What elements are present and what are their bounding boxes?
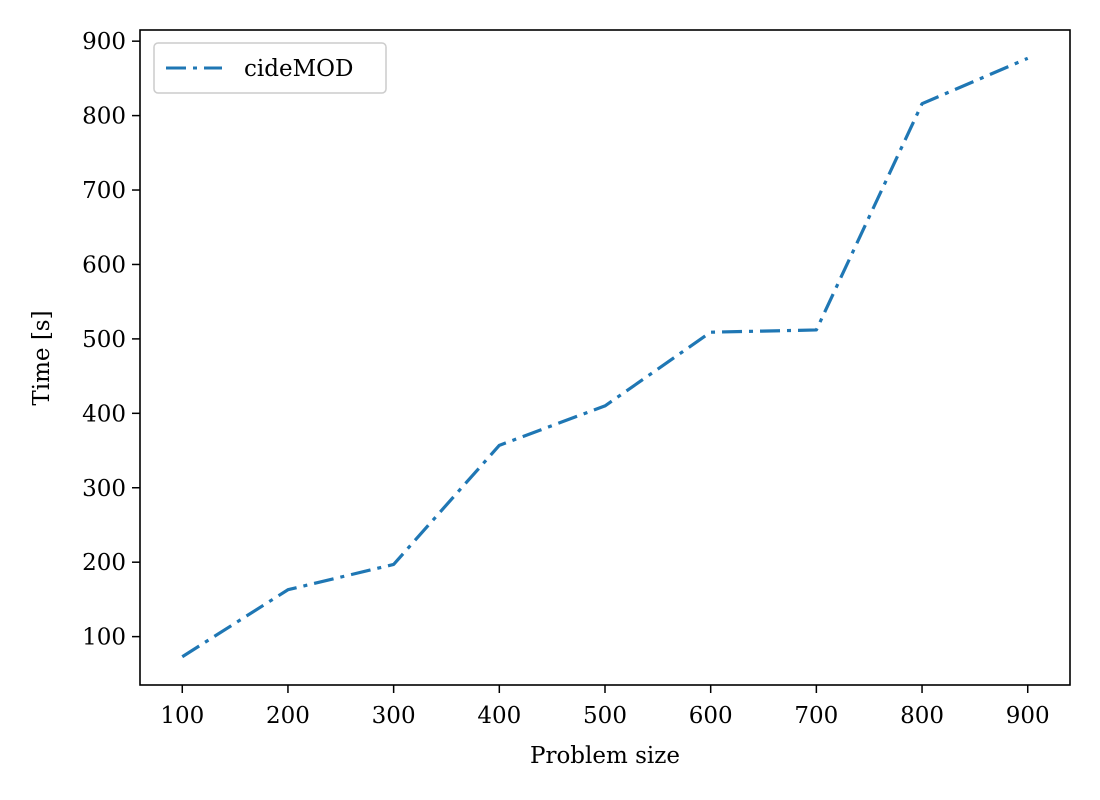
- data-point: [392, 562, 396, 566]
- data-point: [497, 443, 501, 447]
- data-point: [180, 655, 184, 659]
- series-line-cidemod: [181, 56, 1029, 659]
- y-tick-label: 700: [82, 178, 126, 204]
- y-tick-label: 300: [82, 476, 126, 502]
- x-tick-label: 800: [900, 703, 944, 729]
- x-tick-label: 100: [160, 703, 204, 729]
- x-tick-label: 400: [477, 703, 521, 729]
- y-tick-label: 100: [82, 625, 126, 651]
- y-tick-label: 400: [82, 401, 126, 427]
- x-tick-label: 700: [794, 703, 838, 729]
- y-tick-label: 200: [82, 550, 126, 576]
- data-point: [709, 330, 713, 334]
- legend: cideMOD: [153, 42, 387, 94]
- y-axis: 100 200 300 400 500 600 700 800 900: [82, 29, 140, 651]
- legend-box: [153, 42, 387, 94]
- y-axis-label: Time [s]: [29, 310, 55, 405]
- y-tick-label: 600: [82, 252, 126, 278]
- data-point: [603, 404, 607, 408]
- data-point: [1026, 56, 1030, 60]
- x-tick-label: 300: [372, 703, 416, 729]
- data-point: [286, 588, 290, 592]
- x-tick-label: 900: [1006, 703, 1050, 729]
- series-layer: [180, 56, 1030, 659]
- x-axis-label: Problem size: [530, 743, 680, 769]
- y-tick-label: 500: [82, 327, 126, 353]
- legend-label-cidemod: cideMOD: [244, 56, 353, 82]
- y-tick-label: 900: [82, 29, 126, 55]
- data-point: [814, 328, 818, 332]
- x-tick-label: 200: [266, 703, 310, 729]
- y-tick-label: 800: [82, 104, 126, 130]
- x-tick-label: 600: [689, 703, 733, 729]
- x-axis: 100 200 300 400 500 600 700 800 900: [160, 685, 1050, 729]
- data-point: [920, 102, 924, 106]
- x-tick-label: 500: [583, 703, 627, 729]
